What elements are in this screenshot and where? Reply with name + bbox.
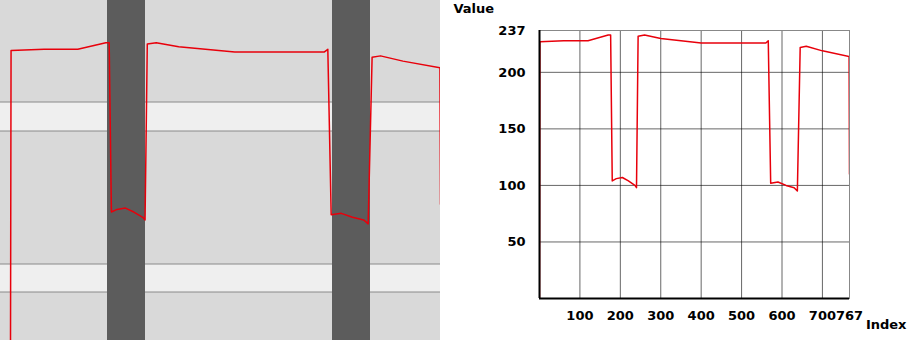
svg-text:200: 200 — [607, 308, 634, 323]
svg-text:200: 200 — [498, 64, 525, 79]
svg-text:300: 300 — [647, 308, 674, 323]
svg-text:100: 100 — [498, 178, 525, 193]
svg-text:Index: Index — [866, 317, 907, 332]
svg-text:600: 600 — [768, 308, 795, 323]
svg-text:700: 700 — [809, 308, 836, 323]
svg-text:400: 400 — [688, 308, 715, 323]
svg-text:100: 100 — [566, 308, 593, 323]
svg-text:50: 50 — [507, 234, 525, 249]
svg-text:767: 767 — [836, 308, 863, 323]
svg-text:237: 237 — [498, 23, 525, 38]
svg-text:500: 500 — [728, 308, 755, 323]
svg-text:150: 150 — [498, 121, 525, 136]
svg-text:Value: Value — [454, 1, 495, 16]
